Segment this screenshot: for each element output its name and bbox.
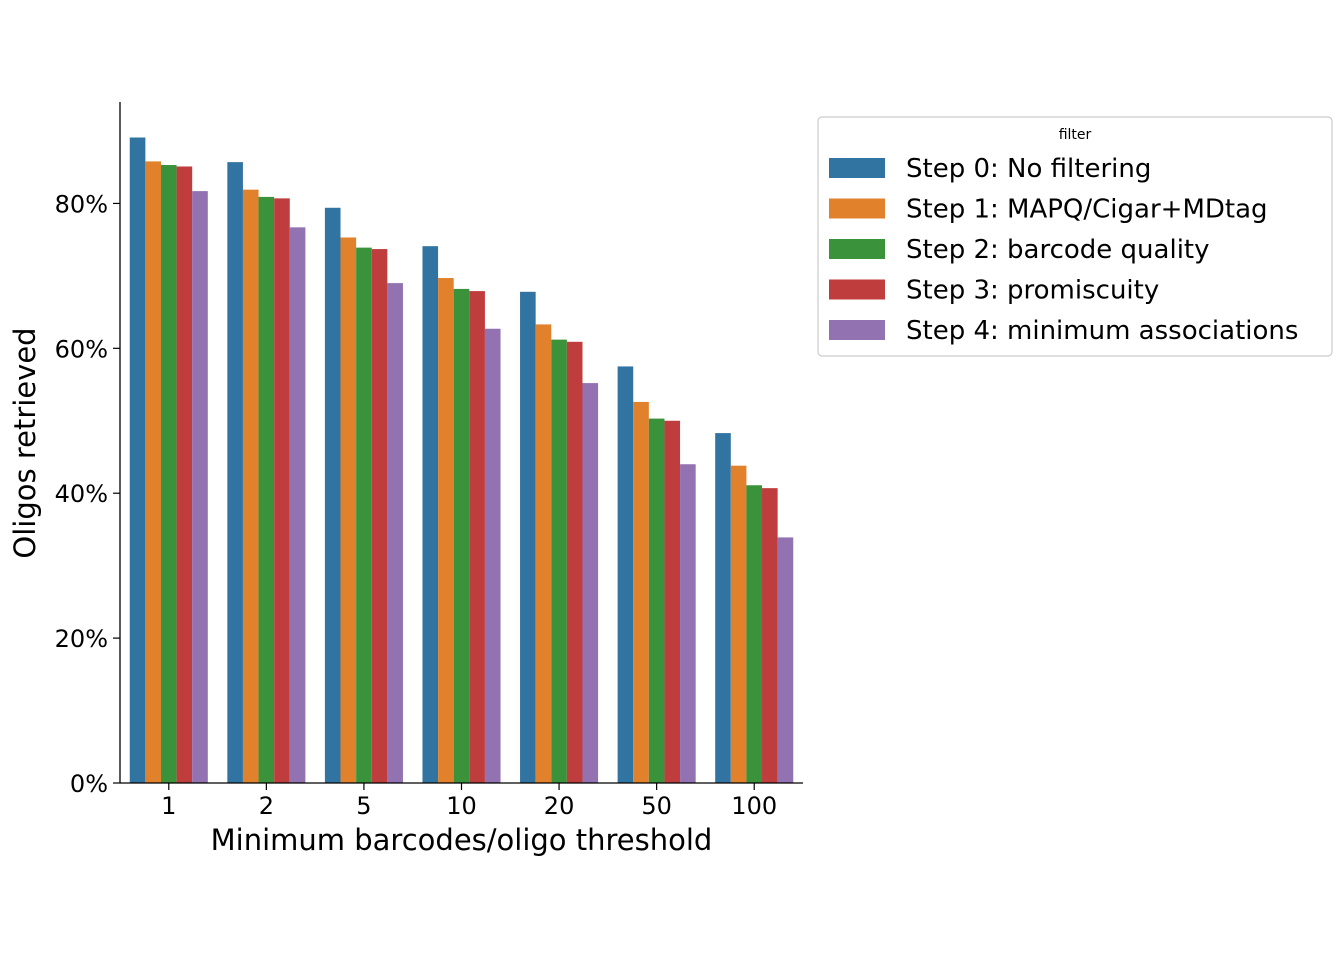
bar [715,433,731,783]
x-tick-label: 50 [641,792,672,820]
bar [633,401,649,783]
bar [438,278,454,783]
legend-label: Step 4: minimum associations [906,316,1298,346]
bar [176,166,193,783]
bar [340,237,357,783]
legend-label: Step 2: barcode quality [906,235,1210,265]
y-tick-label: 60% [55,335,108,363]
x-tick-label: 2 [259,792,274,820]
bar [680,464,696,783]
bar [274,198,290,783]
bar [469,291,485,783]
bar [453,288,470,783]
bar [356,247,372,783]
bar [160,165,177,784]
bar [387,283,403,783]
legend-label: Step 3: promiscuity [906,276,1159,306]
bar [535,324,552,783]
bar [551,339,567,783]
bar [242,189,259,783]
bar [227,162,243,783]
bar [484,328,501,783]
legend-swatch [829,320,885,340]
y-tick-label: 80% [55,190,108,218]
bar [129,137,146,784]
legend-swatch [829,198,885,219]
y-tick-label: 20% [55,625,108,653]
x-tick-label: 1 [161,792,176,820]
bar [617,366,634,783]
bar [777,537,794,783]
legend-title: filter [1059,127,1092,143]
x-tick-label: 100 [731,792,777,820]
bar [730,465,747,783]
bar [145,161,161,784]
y-tick-label: 40% [55,480,108,508]
bar [324,207,341,783]
bar [746,485,763,783]
bar [289,227,306,783]
bar [582,383,599,783]
legend-label: Step 0: No filtering [906,154,1151,184]
x-tick-label: 20 [544,792,575,820]
bars-layer [129,137,794,784]
legend-label: Step 1: MAPQ/Cigar+MDtag [906,195,1268,225]
bar [422,246,439,784]
bar [566,341,583,783]
y-tick-label: 0% [70,770,108,798]
x-tick-label: 10 [446,792,477,820]
axes-layer: 0% 20% 40% 60% 80% 1 2 5 10 20 50 100 [55,102,803,820]
bar [520,291,536,783]
legend: filter Step 0: No filtering Step 1: MAPQ/… [817,116,1333,357]
legend-swatch [829,158,885,178]
bar [258,196,275,783]
bar [664,420,681,783]
bar [192,191,208,784]
bar [371,249,388,783]
bar [762,488,778,783]
legend-swatch [829,239,885,259]
legend-swatch [829,279,885,300]
x-axis-title: Minimum barcodes/oligo threshold [211,823,713,857]
x-tick-label: 5 [356,792,371,820]
bar [648,418,665,783]
y-axis-title: Oligos retrieved [8,327,42,558]
legend-box [817,116,1333,357]
